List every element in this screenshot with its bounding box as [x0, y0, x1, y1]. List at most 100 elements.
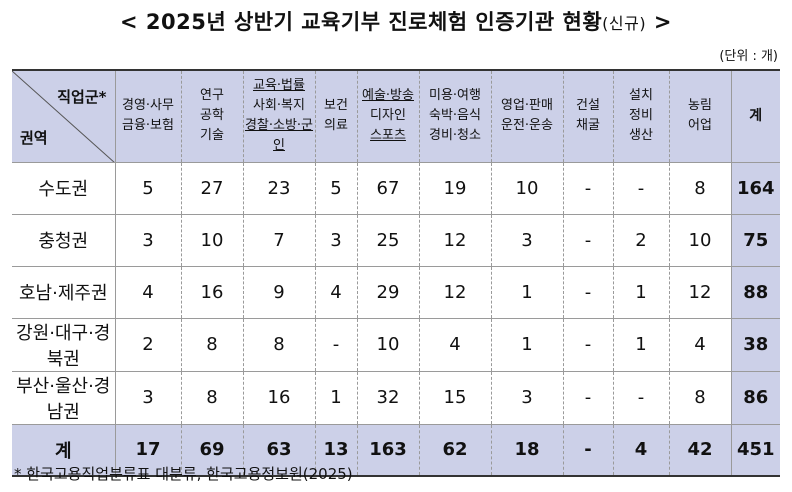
value-cell: 19 [418, 161, 492, 215]
col-header-arts: 예술·방송 디자인 스포츠 [356, 69, 420, 163]
row-total-cell: 164 [730, 161, 780, 215]
value-cell: 1 [612, 317, 670, 372]
value-cell: 8 [180, 317, 244, 372]
value-cell: 12 [668, 265, 732, 319]
value-cell: 5 [314, 161, 358, 215]
value-cell: 10 [490, 161, 564, 215]
column-total-cell: 42 [668, 423, 732, 477]
table-row: 강원·대구·경북권 2 8 8-10 4 1-1 4 38 [12, 317, 780, 372]
region-cell: 충청권 [12, 213, 116, 267]
value-cell: 3 [114, 370, 182, 425]
value-cell: 23 [242, 161, 316, 215]
region-cell: 강원·대구·경북권 [12, 317, 116, 372]
value-cell: 2 [114, 317, 182, 372]
table-row: 부산·울산·경남권 3 8 16 1 32 15 3- -8 86 [12, 370, 780, 425]
value-cell: 3 [114, 213, 182, 267]
value-cell: 15 [418, 370, 492, 425]
title-suffix: (신규) [602, 14, 647, 33]
table-row: 충청권 3 10 7 3 25 12 3-2 10 75 [12, 213, 780, 267]
value-cell: 8 [668, 161, 732, 215]
value-cell: 25 [356, 213, 420, 267]
corner-occupation-label: 직업군* [57, 88, 107, 106]
value-cell: 3 [490, 213, 564, 267]
column-total-cell: 163 [356, 423, 420, 477]
col-header-education: 교육·법률 사회·복지 경찰·소방·군인 [242, 69, 316, 163]
value-cell: 9 [242, 265, 316, 319]
column-total-cell: - [562, 423, 614, 477]
corner-region-label: 권역 [20, 128, 48, 147]
column-total-cell: 62 [418, 423, 492, 477]
value-cell: - [562, 213, 614, 267]
column-total-cell: 17 [114, 423, 182, 477]
col-header-construction: 건설 채굴 [562, 69, 614, 163]
value-cell: 1 [612, 265, 670, 319]
col-header-beauty: 미용·여행 숙박·음식 경비·청소 [418, 69, 492, 163]
value-cell: 8 [180, 370, 244, 425]
diagonal-divider [12, 71, 114, 161]
value-cell: 7 [242, 213, 316, 267]
value-cell: 10 [180, 213, 244, 267]
table-row: 수도권 5 27 23 5 67 19 10- -8 164 [12, 161, 780, 215]
region-cell: 부산·울산·경남권 [12, 370, 116, 425]
row-total-cell: 86 [730, 370, 780, 425]
value-cell: - [612, 370, 670, 425]
corner-header: 직업군* 권역 [12, 69, 116, 163]
certified-institutions-table: 직업군* 권역 경영·사무 금융·보험 연구 공학 기술 교육·법률 사회·복지 경찰·소… [12, 69, 780, 477]
unit-label: (단위 : 개) [719, 49, 778, 64]
value-cell: - [562, 370, 614, 425]
value-cell: 1 [490, 317, 564, 372]
value-cell: 4 [668, 317, 732, 372]
page-title: < 2025년 상반기 교육기부 진로체험 인증기관 현황(신규) > [0, 6, 792, 36]
value-cell: 2 [612, 213, 670, 267]
grand-total-cell: 451 [730, 423, 780, 477]
col-header-sales: 영업·판매 운전·운송 [490, 69, 564, 163]
row-total-cell: 88 [730, 265, 780, 319]
value-cell: - [314, 317, 358, 372]
value-cell: 16 [180, 265, 244, 319]
column-total-cell: 63 [242, 423, 316, 477]
header-row: 직업군* 권역 경영·사무 금융·보험 연구 공학 기술 교육·법률 사회·복지 경찰·소… [12, 69, 780, 163]
column-total-cell: 18 [490, 423, 564, 477]
value-cell: 3 [490, 370, 564, 425]
column-total-cell: 13 [314, 423, 358, 477]
value-cell: 8 [668, 370, 732, 425]
value-cell: 10 [356, 317, 420, 372]
value-cell: - [612, 161, 670, 215]
row-total-cell: 75 [730, 213, 780, 267]
value-cell: 10 [668, 213, 732, 267]
value-cell: 12 [418, 213, 492, 267]
value-cell: 1 [490, 265, 564, 319]
col-header-research: 연구 공학 기술 [180, 69, 244, 163]
value-cell: 1 [314, 370, 358, 425]
value-cell: 12 [418, 265, 492, 319]
value-cell: 4 [418, 317, 492, 372]
value-cell: - [562, 265, 614, 319]
col-header-health: 보건 의료 [314, 69, 358, 163]
value-cell: 4 [314, 265, 358, 319]
value-cell: 27 [180, 161, 244, 215]
footnote: * 한국고용직업분류표 대분류, 한국고용정보원(2025) [14, 465, 353, 483]
title-close: > [646, 10, 673, 34]
region-cell: 호남·제주권 [12, 265, 116, 319]
value-cell: 3 [314, 213, 358, 267]
value-cell: - [562, 317, 614, 372]
value-cell: 29 [356, 265, 420, 319]
col-header-business: 경영·사무 금융·보험 [114, 69, 182, 163]
totals-row: 계 17 69 63 13 163 62 18-4 42 451 [12, 423, 780, 477]
totals-label: 계 [12, 423, 116, 477]
value-cell: 67 [356, 161, 420, 215]
column-total-cell: 69 [180, 423, 244, 477]
row-total-cell: 38 [730, 317, 780, 372]
region-cell: 수도권 [12, 161, 116, 215]
col-header-installation: 설치 정비 생산 [612, 69, 670, 163]
table-row: 호남·제주권 4 16 9 4 29 12 1-1 12 88 [12, 265, 780, 319]
title-main: < 2025년 상반기 교육기부 진로체험 인증기관 현황 [119, 10, 603, 34]
col-header-total: 계 [730, 69, 780, 163]
column-total-cell: 4 [612, 423, 670, 477]
value-cell: 4 [114, 265, 182, 319]
value-cell: - [562, 161, 614, 215]
value-cell: 8 [242, 317, 316, 372]
value-cell: 32 [356, 370, 420, 425]
value-cell: 16 [242, 370, 316, 425]
value-cell: 5 [114, 161, 182, 215]
